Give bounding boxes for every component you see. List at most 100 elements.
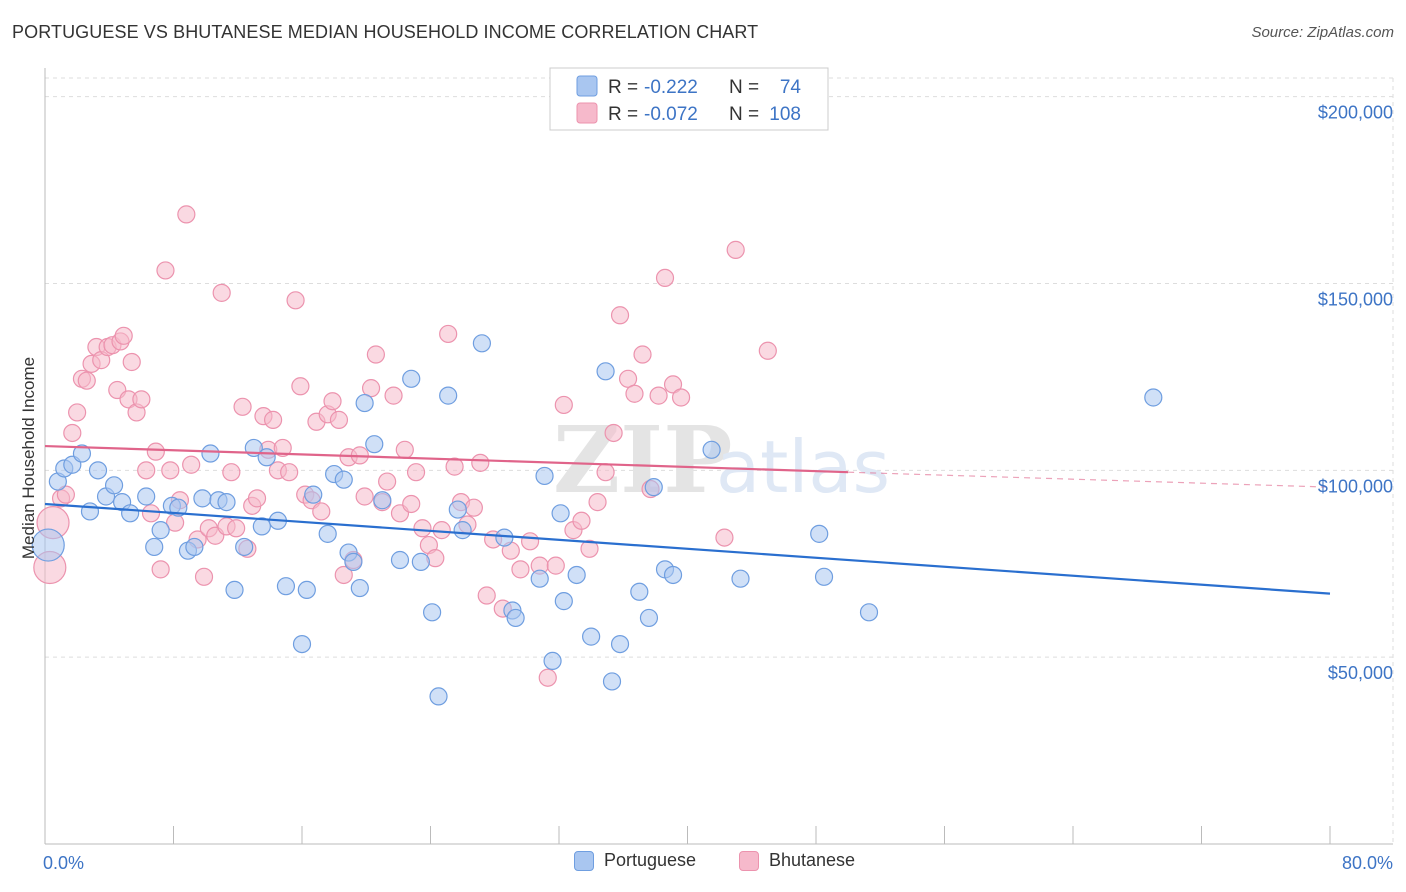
bhutanese-point — [222, 463, 241, 482]
series-legend: Portuguese Bhutanese — [0, 850, 1406, 878]
portuguese-point — [365, 435, 384, 454]
bhutanese-point — [439, 324, 458, 344]
bhutanese-point — [161, 461, 180, 480]
y-tick-label-3: $200,000 — [1318, 103, 1393, 123]
bhutanese-point — [655, 268, 675, 288]
portuguese-point — [145, 537, 164, 557]
bhutanese-point — [141, 504, 161, 523]
y-tick-label-0: $50,000 — [1328, 663, 1393, 683]
portuguese-point — [292, 634, 312, 654]
bhutanese-swatch — [739, 850, 759, 871]
portuguese-point — [859, 603, 879, 622]
portuguese-point — [80, 502, 100, 521]
portuguese-point — [644, 478, 663, 497]
portuguese-point — [350, 578, 369, 598]
portuguese-point — [235, 537, 254, 557]
bhutanese-point — [633, 345, 652, 364]
bhutanese-point — [596, 463, 615, 482]
chart-title: PORTUGUESE VS BHUTANESE MEDIAN HOUSEHOLD… — [12, 22, 759, 42]
portuguese-point — [390, 550, 410, 570]
bhutanese-legend-label: Bhutanese — [769, 850, 856, 870]
portuguese-point — [318, 524, 337, 543]
bhutanese-point — [68, 403, 87, 422]
portuguese-point — [429, 687, 448, 706]
portuguese-point — [423, 603, 442, 622]
legend-swatch-portuguese — [576, 75, 598, 97]
portuguese-point — [31, 528, 65, 562]
legend-n-label-portuguese: N = — [729, 77, 759, 98]
bhutanese-point — [477, 586, 496, 605]
bhutanese-point — [177, 205, 196, 224]
portuguese-point — [88, 461, 108, 480]
bhutanese-point — [384, 386, 403, 405]
portuguese-point — [373, 491, 392, 510]
bhutanese-point — [323, 392, 342, 411]
portuguese-point — [411, 552, 430, 571]
bhutanese-point — [63, 423, 82, 443]
portuguese-point — [193, 489, 212, 508]
portuguese-point — [252, 517, 271, 536]
portuguese-point — [276, 577, 296, 596]
portuguese-point — [344, 552, 363, 571]
bhutanese-point — [194, 567, 214, 586]
portuguese-point — [472, 334, 491, 353]
bhutanese-point — [580, 539, 599, 558]
bhutanese-point — [114, 326, 133, 345]
portuguese-point — [151, 521, 170, 540]
portuguese-point — [217, 493, 236, 512]
bhutanese-trend-line — [44, 444, 849, 474]
bhutanese-point — [402, 494, 421, 514]
portuguese-point — [506, 608, 525, 628]
portuguese-points — [31, 334, 1163, 706]
bhutanese-point — [263, 410, 283, 429]
legend-item-portuguese: Portuguese — [574, 850, 696, 871]
legend-n-label-bhutanese: N = — [729, 104, 759, 125]
portuguese-point — [355, 393, 374, 413]
portuguese-point — [257, 448, 276, 467]
portuguese-point — [630, 582, 649, 601]
bhutanese-point — [132, 390, 151, 409]
portuguese-point — [530, 569, 549, 588]
bhutanese-point — [286, 291, 305, 310]
bhutanese-point — [588, 493, 607, 512]
bhutanese-point — [122, 352, 141, 372]
portuguese-point — [567, 565, 586, 585]
bhutanese-point — [395, 440, 414, 459]
legend-r-bhutanese: -0.072 — [644, 104, 698, 125]
bhutanese-point — [511, 560, 530, 579]
bhutanese-point — [273, 438, 292, 458]
portuguese-point — [551, 504, 570, 523]
source-label: Source: ZipAtlas.com — [1251, 24, 1394, 41]
x-tick-max: 80.0% — [1342, 853, 1393, 873]
portuguese-point — [1144, 388, 1163, 407]
bhutanese-point — [334, 565, 353, 585]
legend-n-portuguese: 74 — [780, 77, 802, 98]
portuguese-point — [814, 567, 834, 586]
portuguese-point — [639, 608, 659, 628]
portuguese-point — [702, 440, 721, 459]
watermark: ZIP atlas — [553, 406, 890, 514]
bhutanese-point — [572, 511, 591, 530]
portuguese-point — [448, 500, 467, 519]
portuguese-point — [201, 444, 220, 463]
bhutanese-point — [538, 668, 557, 687]
bhutanese-point — [366, 345, 385, 364]
portuguese-point — [137, 487, 156, 506]
bhutanese-point — [413, 519, 432, 538]
portuguese-trend-line — [44, 502, 1331, 595]
portuguese-point — [334, 470, 353, 489]
bhutanese-point — [663, 375, 683, 394]
portuguese-point — [663, 565, 683, 585]
portuguese-point — [402, 369, 421, 388]
portuguese-point — [810, 524, 829, 543]
y-tick-labels: $50,000 $100,000 $150,000 $200,000 — [1318, 103, 1393, 683]
portuguese-point — [543, 651, 562, 671]
bhutanese-point — [156, 261, 175, 280]
y-axis-label: Median Household Income — [19, 357, 38, 559]
bhutanese-point — [247, 489, 267, 508]
bhutanese-point — [329, 410, 349, 429]
y-tick-label-1: $100,000 — [1318, 476, 1393, 496]
bhutanese-point — [280, 463, 299, 482]
bhutanese-point — [671, 388, 691, 407]
